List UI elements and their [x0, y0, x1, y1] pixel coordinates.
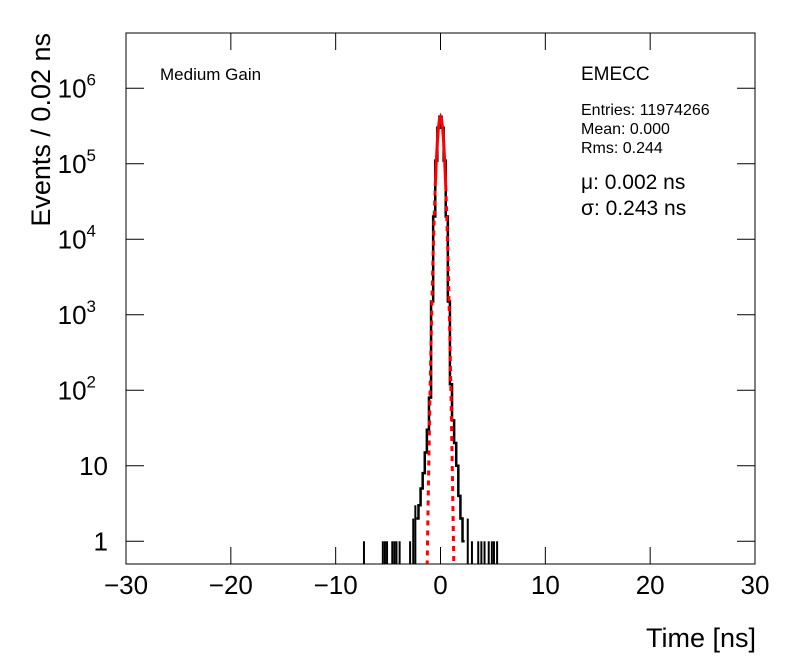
stat: Mean: 0.000 [581, 121, 670, 138]
fit-extension [425, 186, 456, 564]
y-tick-label: 103 [58, 297, 96, 330]
x-tick-label: 10 [531, 570, 560, 600]
fit [433, 112, 448, 187]
legend-title: EMECC [581, 64, 650, 85]
y-tick-label: 105 [58, 146, 96, 179]
x-tick-label: −30 [104, 570, 148, 600]
y-tick-label-exponent: 6 [87, 70, 96, 89]
x-tick-label: 30 [741, 570, 770, 600]
y-tick-label-base: 10 [58, 300, 87, 330]
y-tick-label-exponent: 2 [87, 372, 96, 391]
y-tick-label: 104 [58, 221, 96, 254]
y-tick-label: 10 [79, 451, 108, 481]
x-axis-label: Time [ns] [646, 623, 756, 653]
y-tick-label-base: 10 [58, 375, 87, 405]
x-tick-label: −20 [209, 570, 253, 600]
y-tick-label: 1 [94, 526, 108, 556]
y-tick-label-exponent: 5 [87, 146, 96, 165]
fit-result: μ: 0.002 ns [581, 171, 685, 194]
chart-title: Medium Gain [160, 65, 261, 84]
y-tick-label-base: 10 [58, 73, 87, 103]
stat: Entries: 11974266 [581, 102, 710, 119]
x-tick-label: 20 [636, 570, 665, 600]
stat: Rms: 0.244 [581, 140, 663, 157]
fit-result: σ: 0.243 ns [581, 197, 686, 220]
x-tick-label: 0 [433, 570, 447, 600]
y-tick-label-base: 10 [58, 224, 87, 254]
x-tick-label: −10 [314, 570, 358, 600]
y-tick-label: 102 [58, 372, 96, 405]
y-tick-label-exponent: 4 [87, 221, 96, 240]
y-tick-label-base: 10 [58, 149, 87, 179]
y-axis-label: Events / 0.02 ns [26, 33, 56, 227]
y-tick-label: 106 [58, 70, 96, 103]
plot-area [362, 112, 499, 564]
y-tick-label-exponent: 3 [87, 297, 96, 316]
